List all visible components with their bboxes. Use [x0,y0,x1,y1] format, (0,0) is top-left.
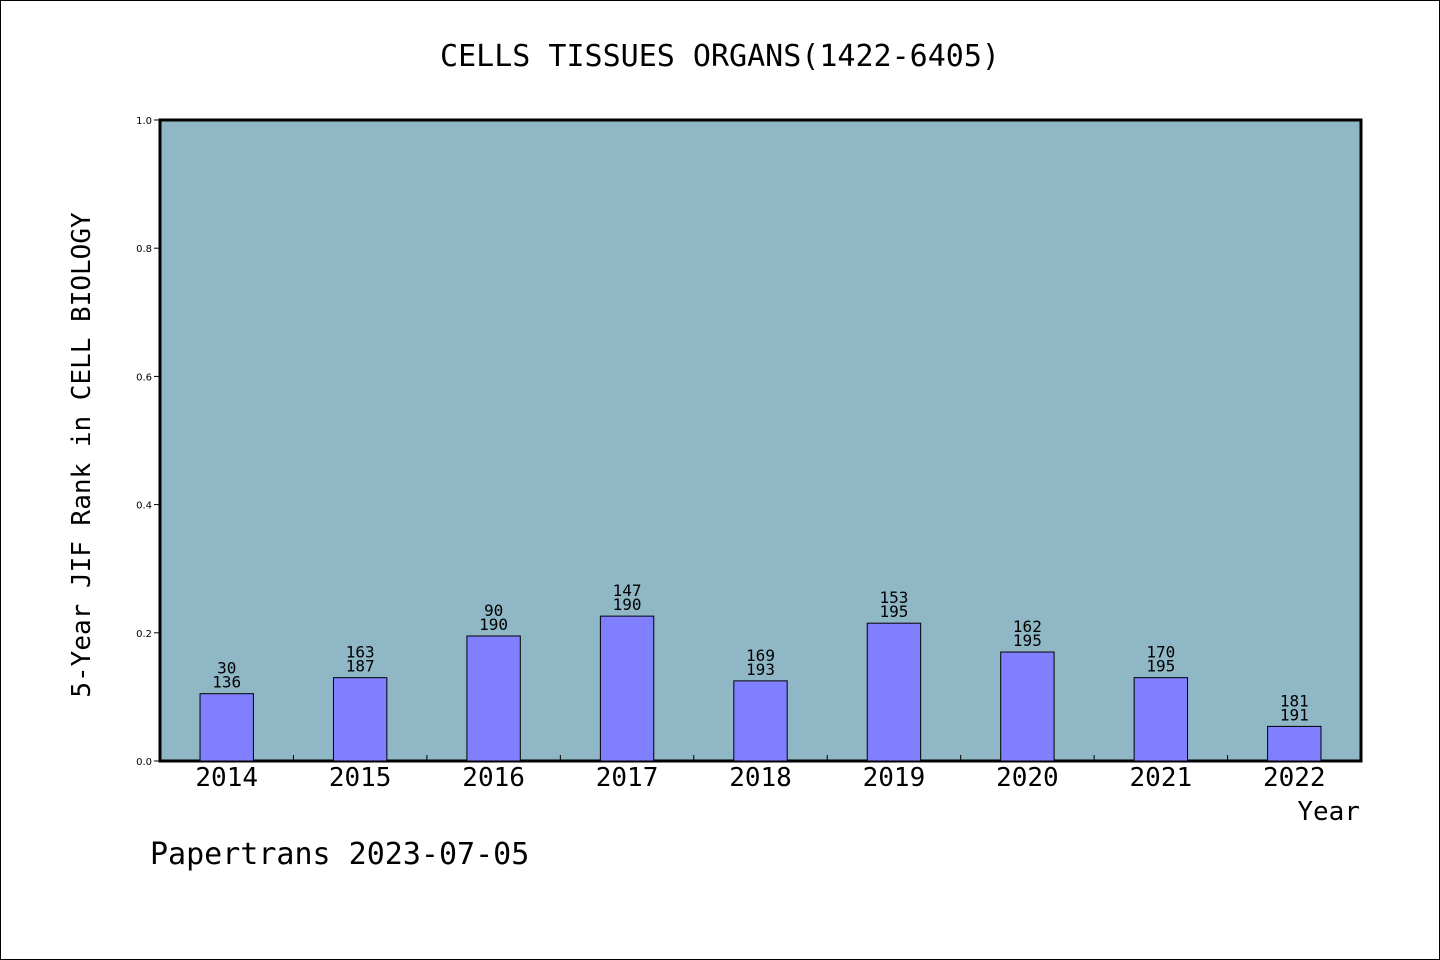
y-tick-label: 0.0 [136,757,152,768]
bar [199,693,254,762]
chart-title: CELLS TISSUES ORGANS(1422-6405) [440,39,1000,74]
bar [733,680,788,762]
y-tick-label: 1.0 [136,116,152,127]
y-axis-label: 5-Year JIF Rank in CELL BIOLOGY [67,212,97,698]
x-tick-label: 2014 [195,763,258,793]
x-tick-label: 2022 [1263,763,1326,793]
x-axis: 2014 2015 2016 2017 2018 2019 2020 2021 2022 [195,755,1326,793]
footer-credit: Papertrans 2023-07-05 [150,837,529,872]
bar-label-total: 136 [212,673,241,692]
x-tick-label: 2020 [996,763,1059,793]
x-tick-label: 2018 [729,763,792,793]
bar-label-rank: 147 [613,581,642,600]
bar [1267,725,1322,762]
bar-label-rank: 162 [1013,617,1042,636]
bar-label-total: 195 [1013,631,1042,650]
bar-label-rank: 163 [346,643,375,662]
bar-label-rank: 170 [1146,643,1175,662]
bar [1000,651,1055,762]
x-tick-label: 2016 [462,763,525,793]
y-tick-label: 0.6 [136,372,152,383]
bar-label-total: 190 [479,615,508,634]
y-tick-label: 0.4 [136,501,152,512]
x-tick-label: 2017 [596,763,659,793]
bar-label-total: 193 [746,660,775,679]
y-tick-label: 0.2 [136,629,152,640]
bar-label-rank: 153 [879,588,908,607]
y-axis: 0.0 0.2 0.4 0.6 0.8 1.0 [136,116,160,768]
bar-label-rank: 90 [484,601,503,620]
x-tick-label: 2019 [863,763,926,793]
bar [332,677,388,762]
bar [1133,677,1189,762]
bar [866,622,922,762]
bar-label-total: 190 [613,595,642,614]
bar [599,615,655,762]
x-tick-label: 2015 [329,763,392,793]
x-axis-label: Year [1297,797,1360,827]
bar-label-rank: 169 [746,646,775,665]
y-tick-label: 0.8 [136,244,152,255]
bar-label-total: 187 [346,657,375,676]
x-tick-label: 2021 [1130,763,1193,793]
bar-label-rank: 181 [1280,691,1309,710]
bar-label-total: 195 [1146,657,1175,676]
bar [466,635,521,762]
bars: 3013616318790190147190169193153195162195… [199,581,1322,762]
bar-label-rank: 30 [217,659,236,678]
plot-area [158,118,1363,763]
bar-label-total: 191 [1280,705,1309,724]
bar-label-total: 195 [879,602,908,621]
